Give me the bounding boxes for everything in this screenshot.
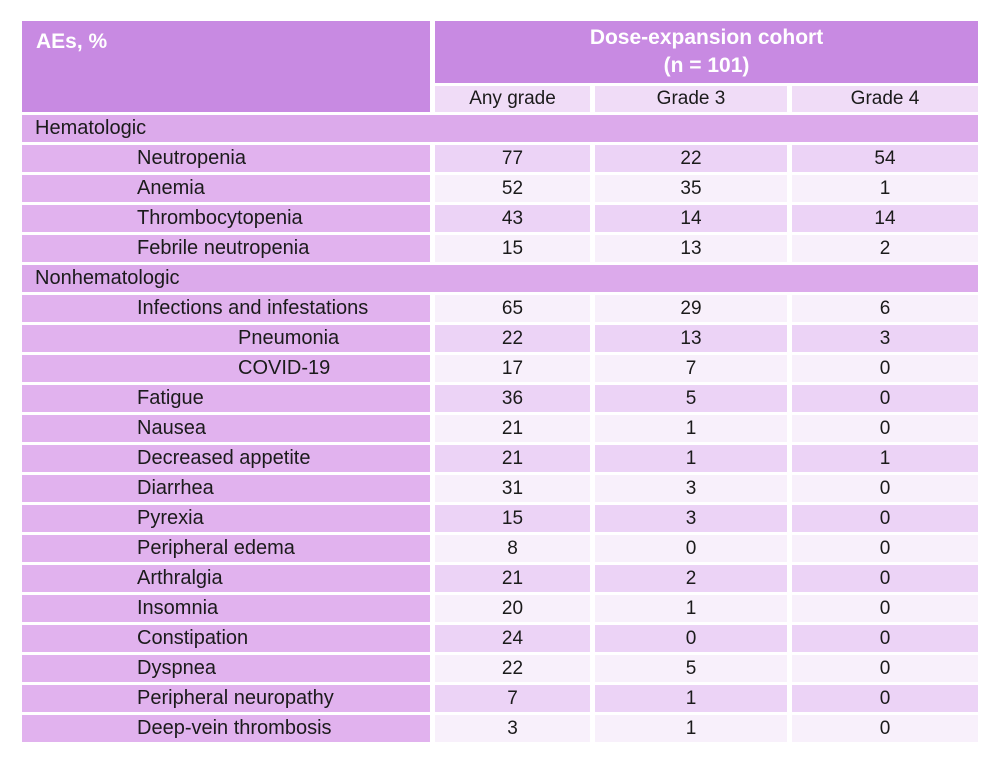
value-cell: 3	[792, 325, 978, 352]
section-label: Nonhematologic	[22, 265, 978, 292]
value-cell: 3	[595, 505, 787, 532]
value-cell: 3	[595, 475, 787, 502]
value-cell: 0	[792, 715, 978, 742]
ae-label: Infections and infestations	[22, 295, 430, 322]
value-cell: 29	[595, 295, 787, 322]
value-cell: 65	[435, 295, 590, 322]
corner-header-cell: AEs, %	[22, 21, 430, 112]
ae-label: Constipation	[22, 625, 430, 652]
ae-label: Anemia	[22, 175, 430, 202]
value-cell: 1	[792, 445, 978, 472]
value-cell: 5	[595, 655, 787, 682]
ae-label: Decreased appetite	[22, 445, 430, 472]
value-cell: 1	[595, 715, 787, 742]
value-cell: 0	[792, 625, 978, 652]
value-cell: 0	[792, 355, 978, 382]
value-cell: 36	[435, 385, 590, 412]
ae-label: COVID-19	[22, 355, 430, 382]
value-cell: 24	[435, 625, 590, 652]
value-cell: 8	[435, 535, 590, 562]
value-cell: 20	[435, 595, 590, 622]
ae-label: Insomnia	[22, 595, 430, 622]
ae-label: Peripheral neuropathy	[22, 685, 430, 712]
value-cell: 21	[435, 445, 590, 472]
ae-label: Nausea	[22, 415, 430, 442]
cohort-header-cell: Dose-expansion cohort (n = 101)	[435, 21, 978, 83]
value-cell: 0	[792, 685, 978, 712]
value-cell: 31	[435, 475, 590, 502]
cohort-header-n: (n = 101)	[663, 54, 750, 77]
value-cell: 13	[595, 325, 787, 352]
ae-label: Febrile neutropenia	[22, 235, 430, 262]
value-cell: 1	[595, 415, 787, 442]
value-cell: 13	[595, 235, 787, 262]
value-cell: 1	[595, 685, 787, 712]
value-cell: 2	[792, 235, 978, 262]
ae-label: Dyspnea	[22, 655, 430, 682]
value-cell: 1	[792, 175, 978, 202]
value-cell: 7	[435, 685, 590, 712]
value-cell: 21	[435, 415, 590, 442]
ae-label: Neutropenia	[22, 145, 430, 172]
value-cell: 0	[792, 475, 978, 502]
column-header-grade-3: Grade 3	[595, 86, 787, 112]
ae-label: Thrombocytopenia	[22, 205, 430, 232]
cohort-header-title: Dose-expansion cohort	[589, 25, 824, 49]
ae-label: Diarrhea	[22, 475, 430, 502]
value-cell: 0	[792, 595, 978, 622]
ae-label: Peripheral edema	[22, 535, 430, 562]
section-label: Hematologic	[22, 115, 978, 142]
value-cell: 6	[792, 295, 978, 322]
value-cell: 35	[595, 175, 787, 202]
value-cell: 2	[595, 565, 787, 592]
ae-label: Pneumonia	[22, 325, 430, 352]
column-header-grade-4: Grade 4	[792, 86, 978, 112]
value-cell: 17	[435, 355, 590, 382]
value-cell: 22	[595, 145, 787, 172]
value-cell: 5	[595, 385, 787, 412]
corner-header-label: AEs, %	[36, 30, 108, 53]
value-cell: 0	[792, 385, 978, 412]
value-cell: 15	[435, 235, 590, 262]
value-cell: 7	[595, 355, 787, 382]
value-cell: 21	[435, 565, 590, 592]
value-cell: 0	[792, 535, 978, 562]
value-cell: 0	[595, 535, 787, 562]
value-cell: 54	[792, 145, 978, 172]
value-cell: 0	[595, 625, 787, 652]
value-cell: 22	[435, 655, 590, 682]
value-cell: 0	[792, 655, 978, 682]
ae-label: Deep-vein thrombosis	[22, 715, 430, 742]
value-cell: 14	[595, 205, 787, 232]
value-cell: 0	[792, 565, 978, 592]
column-header-any-grade: Any grade	[435, 86, 590, 112]
value-cell: 1	[595, 445, 787, 472]
value-cell: 3	[435, 715, 590, 742]
value-cell: 22	[435, 325, 590, 352]
ae-label: Pyrexia	[22, 505, 430, 532]
value-cell: 15	[435, 505, 590, 532]
value-cell: 77	[435, 145, 590, 172]
value-cell: 52	[435, 175, 590, 202]
adverse-events-table: AEs, % Dose-expansion cohort (n = 101) A…	[22, 21, 978, 742]
ae-label: Arthralgia	[22, 565, 430, 592]
value-cell: 43	[435, 205, 590, 232]
value-cell: 0	[792, 505, 978, 532]
value-cell: 14	[792, 205, 978, 232]
value-cell: 0	[792, 415, 978, 442]
value-cell: 1	[595, 595, 787, 622]
ae-label: Fatigue	[22, 385, 430, 412]
